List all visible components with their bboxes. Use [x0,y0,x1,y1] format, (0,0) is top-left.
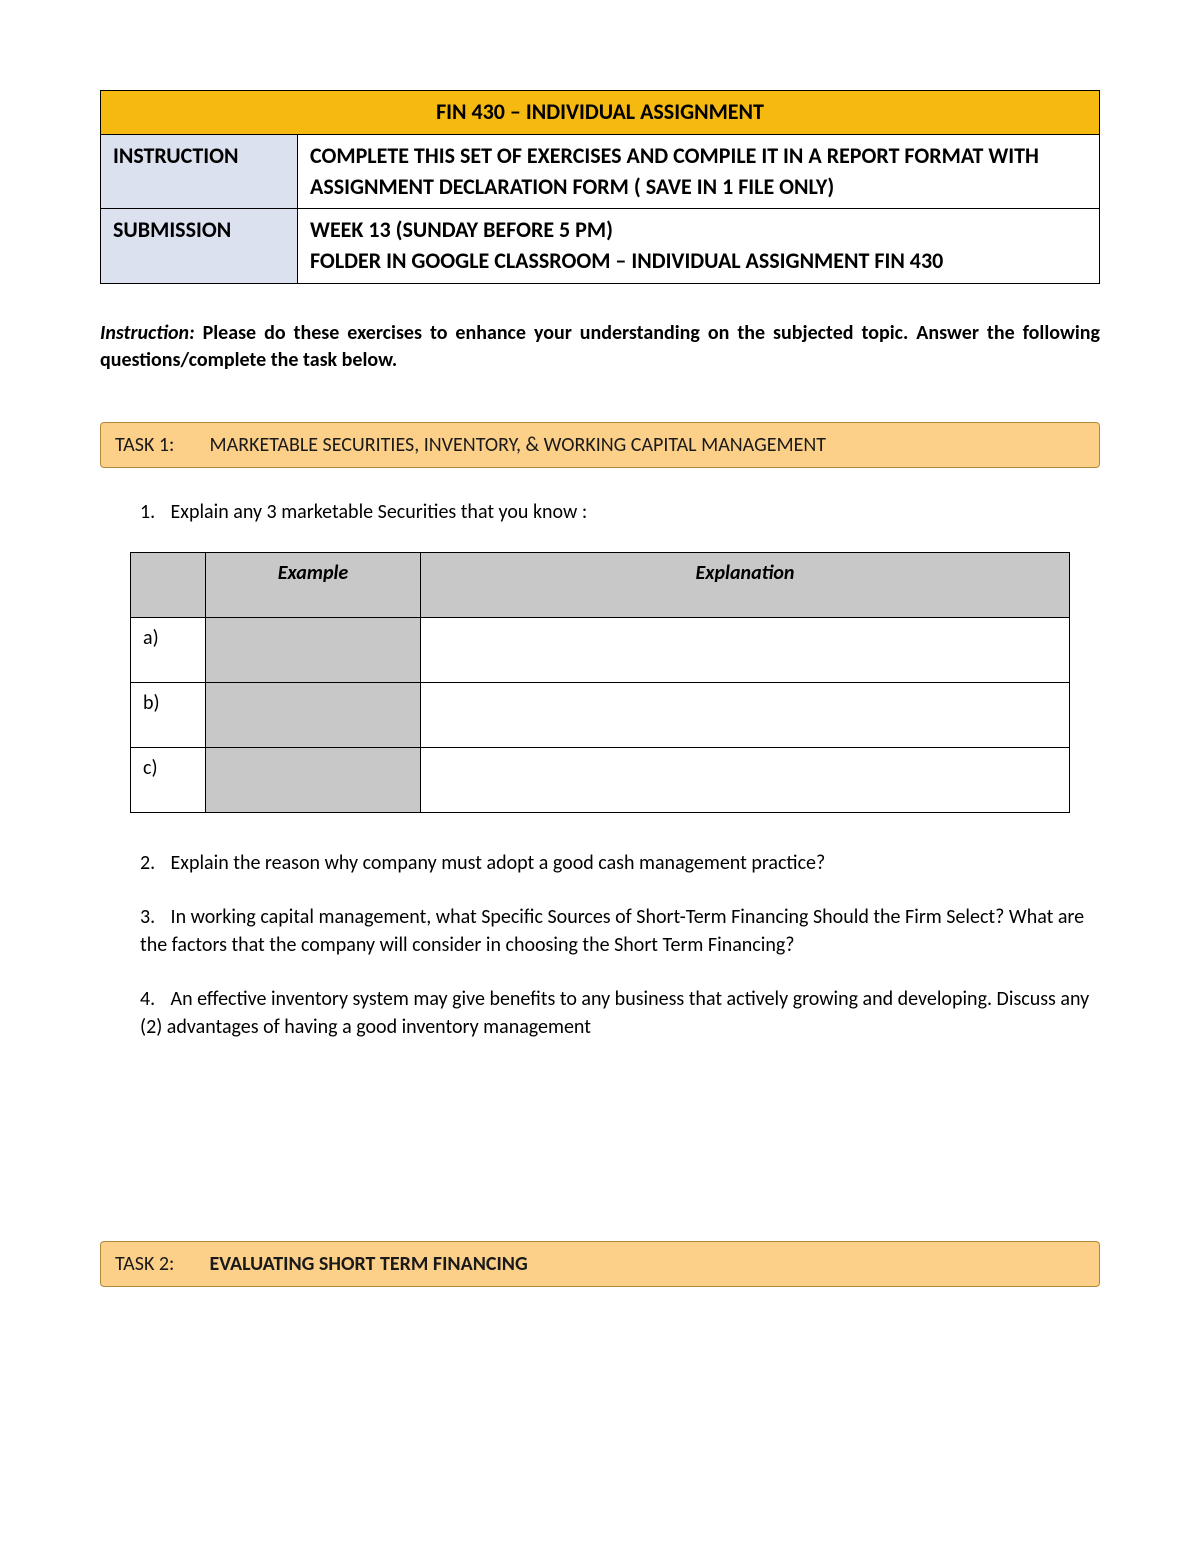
q4-text: An effective inventory system may give b… [140,987,1089,1039]
task2-title: EVALUATING SHORT TERM FINANCING [210,1252,528,1276]
task1-q4: 4. An effective inventory system may giv… [140,985,1100,1041]
task1-title: MARKETABLE SECURITIES, INVENTORY, & WORK… [210,433,826,457]
row-b-index: b) [131,682,206,747]
col-example: Example [206,552,421,617]
q2-number: 2. [140,849,166,877]
submission-label: SUBMISSION [101,209,298,284]
table-row: b) [131,682,1070,747]
instruction-body: Please do these exercises to enhance you… [100,321,1100,372]
row-a-index: a) [131,617,206,682]
instruction-lead: Instruction: [100,321,195,345]
task1-banner: TASK 1: MARKETABLE SECURITIES, INVENTORY… [100,422,1100,468]
col-blank [131,552,206,617]
col-explanation: Explanation [421,552,1070,617]
q3-text: In working capital management, what Spec… [140,905,1084,957]
row-a-example[interactable] [206,617,421,682]
assignment-title: FIN 430 – INDIVIDUAL ASSIGNMENT [101,91,1100,135]
instruction-value: COMPLETE THIS SET OF EXERCISES AND COMPI… [298,134,1100,209]
title-row: FIN 430 – INDIVIDUAL ASSIGNMENT [101,91,1100,135]
task2-banner: TASK 2: EVALUATING SHORT TERM FINANCING [100,1241,1100,1287]
q1-number: 1. [140,498,166,526]
submission-row: SUBMISSION WEEK 13 (SUNDAY BEFORE 5 PM)F… [101,209,1100,284]
securities-table: Example Explanation a) b) c) [130,552,1070,813]
row-c-index: c) [131,747,206,812]
row-b-example[interactable] [206,682,421,747]
row-b-explanation[interactable] [421,682,1070,747]
q1-text: Explain any 3 marketable Securities that… [171,500,588,524]
task1-q2: 2. Explain the reason why company must a… [140,849,1100,877]
task1-q3: 3. In working capital management, what S… [140,903,1100,959]
q4-number: 4. [140,985,166,1013]
task1-q1: 1. Explain any 3 marketable Securities t… [140,498,1100,526]
row-c-explanation[interactable] [421,747,1070,812]
instruction-label: INSTRUCTION [101,134,298,209]
table-row: c) [131,747,1070,812]
securities-header-row: Example Explanation [131,552,1070,617]
instruction-row: INSTRUCTION COMPLETE THIS SET OF EXERCIS… [101,134,1100,209]
assignment-header-table: FIN 430 – INDIVIDUAL ASSIGNMENT INSTRUCT… [100,90,1100,284]
row-a-explanation[interactable] [421,617,1070,682]
document-page: FIN 430 – INDIVIDUAL ASSIGNMENT INSTRUCT… [0,0,1200,1553]
q2-text: Explain the reason why company must adop… [171,851,826,875]
q3-number: 3. [140,903,166,931]
instruction-paragraph: Instruction: Please do these exercises t… [100,320,1100,374]
task2-label: TASK 2: [115,1252,205,1276]
row-c-example[interactable] [206,747,421,812]
submission-value: WEEK 13 (SUNDAY BEFORE 5 PM)FOLDER IN GO… [298,209,1100,284]
table-row: a) [131,617,1070,682]
task1-label: TASK 1: [115,433,205,457]
